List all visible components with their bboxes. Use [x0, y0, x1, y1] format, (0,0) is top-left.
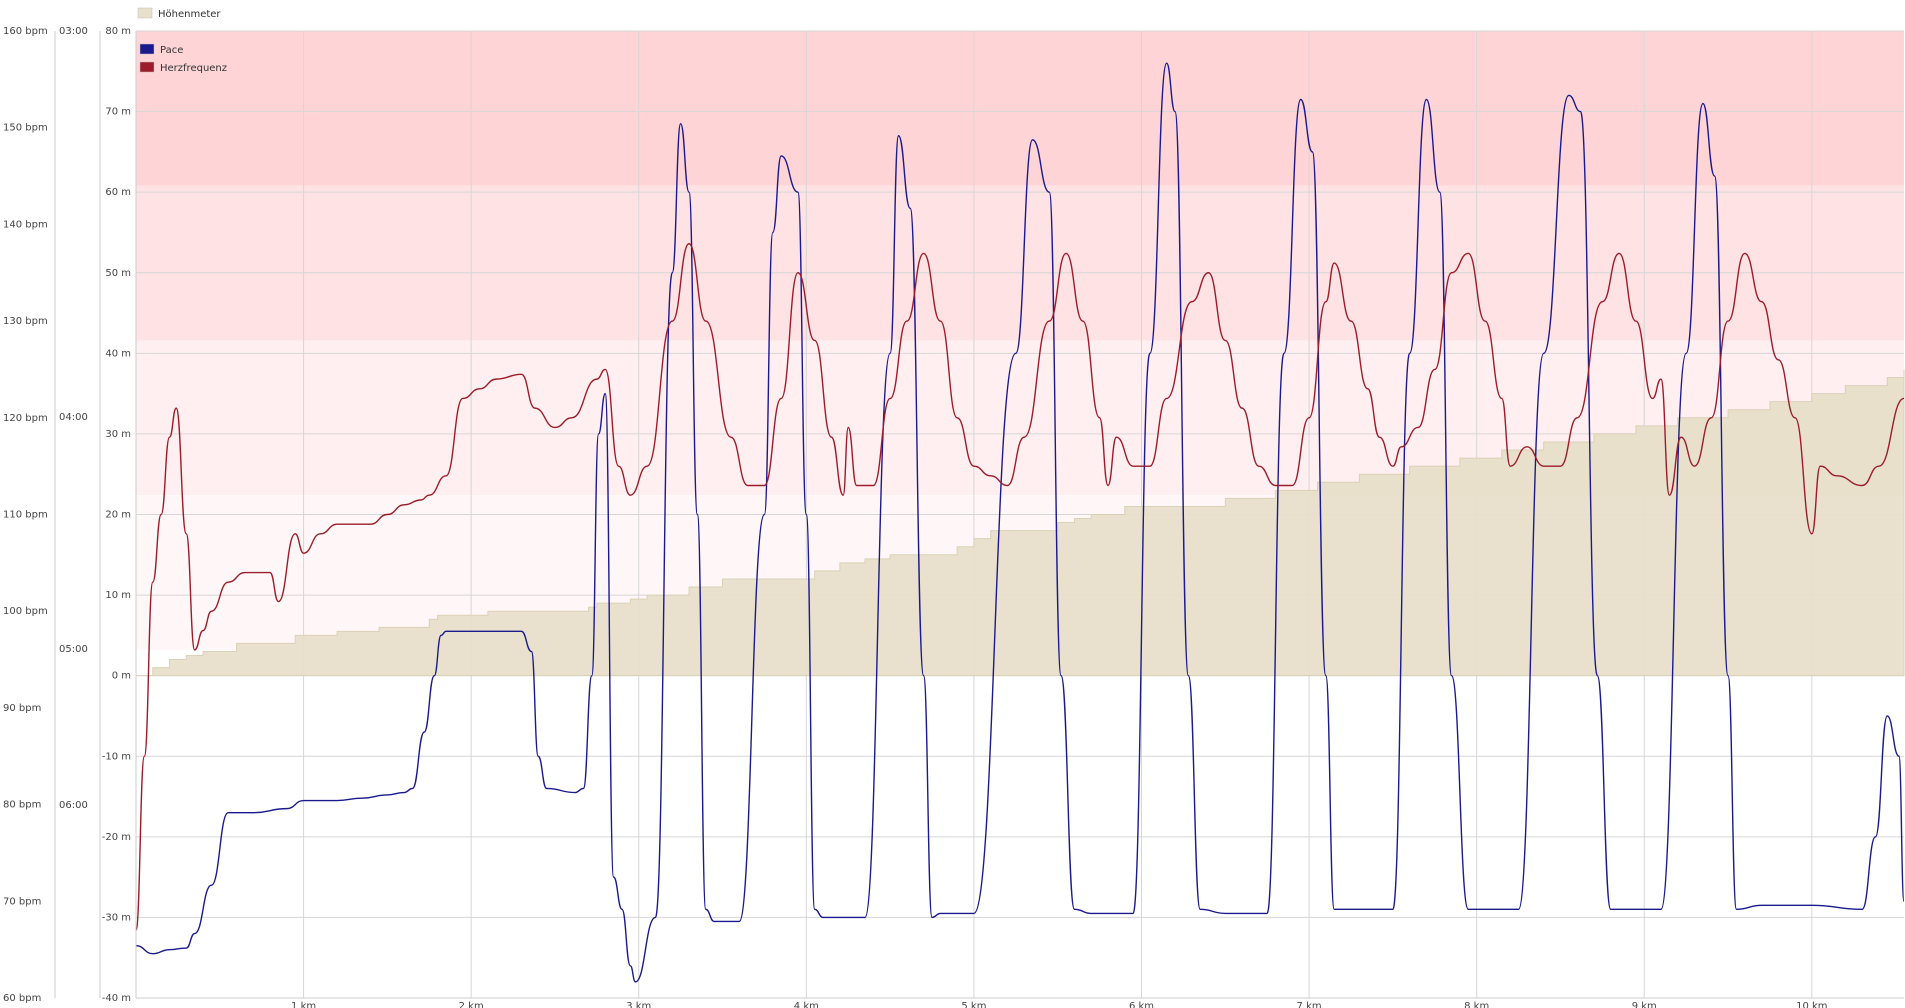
tick-label-heart-rate: 140 bpm	[3, 219, 48, 230]
legend-swatch	[137, 7, 153, 19]
chart-series	[135, 62, 1905, 983]
tick-label-pace: 03:00	[59, 26, 88, 37]
tick-label-heart-rate: 110 bpm	[3, 510, 48, 521]
tick-label-elevation: -40 m	[102, 993, 131, 1004]
legend-item-h-henmeter[interactable]: Höhenmeter	[137, 7, 221, 20]
tick-label-x: 3 km	[626, 1001, 651, 1008]
tick-label-x: 1 km	[291, 1001, 316, 1008]
legend-label: Herzfrequenz	[160, 63, 227, 74]
legend-label: Pace	[160, 45, 183, 56]
chart-axes: 160 bpm 150 bpm 140 bpm 130 bpm 120 bpm 110 b…	[3, 26, 1904, 1008]
series-elevation-area	[136, 369, 1905, 677]
hr-zone-band-2	[136, 185, 1904, 341]
legend-item-pace[interactable]: Pace	[139, 43, 183, 56]
tick-label-x: 2 km	[459, 1001, 484, 1008]
tick-label-heart-rate: 160 bpm	[3, 26, 48, 37]
tick-label-heart-rate: 70 bpm	[3, 896, 41, 907]
tick-label-heart-rate: 100 bpm	[3, 606, 48, 617]
tick-label-pace: 05:00	[59, 644, 88, 655]
tick-label-x: 8 km	[1464, 1001, 1489, 1008]
tick-label-elevation: -10 m	[102, 751, 131, 762]
tick-label-heart-rate: 80 bpm	[3, 800, 41, 811]
tick-label-x: 6 km	[1129, 1001, 1154, 1008]
series-heart-rate-line	[135, 243, 1905, 932]
tick-label-x: 7 km	[1297, 1001, 1322, 1008]
tick-label-x: 5 km	[961, 1001, 986, 1008]
tick-label-x: 10 km	[1796, 1001, 1827, 1008]
tick-label-elevation: 80 m	[105, 26, 131, 37]
tick-label-heart-rate: 150 bpm	[3, 123, 48, 134]
tick-label-elevation: 20 m	[105, 510, 131, 521]
tick-label-elevation: -20 m	[102, 832, 131, 843]
tick-label-elevation: 10 m	[105, 590, 131, 601]
tick-label-elevation: -30 m	[102, 912, 131, 923]
tick-label-heart-rate: 90 bpm	[3, 703, 41, 714]
tick-label-elevation: 50 m	[105, 268, 131, 279]
legend-item-herzfrequenz[interactable]: Herzfrequenz	[139, 61, 227, 74]
chart-legend[interactable]: Höhenmeter Pace Herzfrequenz	[137, 7, 227, 74]
tick-label-elevation: 0 m	[112, 671, 131, 682]
tick-label-heart-rate: 120 bpm	[3, 413, 48, 424]
tick-label-elevation: 40 m	[105, 348, 131, 359]
hr-zone-band-1	[136, 31, 1904, 186]
tick-label-heart-rate: 130 bpm	[3, 316, 48, 327]
legend-label: Höhenmeter	[158, 9, 221, 20]
legend-swatch	[139, 43, 155, 55]
tick-label-elevation: 60 m	[105, 187, 131, 198]
tick-label-x: 9 km	[1632, 1001, 1657, 1008]
tick-label-heart-rate: 60 bpm	[3, 993, 41, 1004]
tick-label-elevation: 70 m	[105, 107, 131, 118]
legend-swatch	[139, 61, 155, 73]
tick-label-pace: 04:00	[59, 412, 88, 423]
series-pace-line	[135, 62, 1905, 983]
tick-label-elevation: 30 m	[105, 429, 131, 440]
tick-label-x: 4 km	[794, 1001, 819, 1008]
tick-label-pace: 06:00	[59, 800, 88, 811]
